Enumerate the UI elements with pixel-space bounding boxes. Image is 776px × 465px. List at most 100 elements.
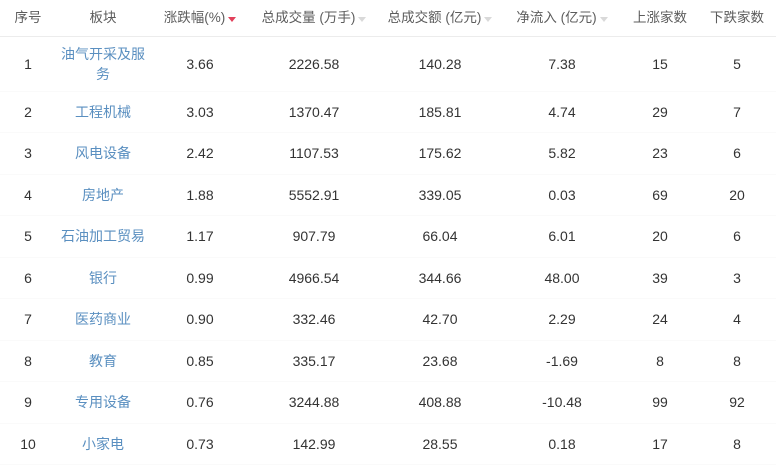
cell-net-inflow: 0.03 [502, 174, 622, 216]
column-header-sector: 板块 [56, 0, 150, 37]
cell-net-inflow: 2.29 [502, 298, 622, 341]
cell-total-volume: 5552.91 [250, 174, 378, 216]
cell-sector[interactable]: 油气开采及服务 [56, 36, 150, 92]
cell-net-inflow: 0.18 [502, 423, 622, 465]
column-header-index: 序号 [0, 0, 56, 37]
table-row[interactable]: 7 医药商业 0.90 332.46 42.70 2.29 24 4 [0, 298, 776, 341]
column-header-inner-down: 下跌家数 [710, 11, 764, 25]
sector-link[interactable]: 风电设备 [75, 145, 131, 162]
cell-total-volume: 1370.47 [250, 91, 378, 133]
column-header-inner-sector: 板块 [90, 11, 117, 25]
cell-change-percent: 1.88 [150, 174, 250, 216]
table-row[interactable]: 9 专用设备 0.76 3244.88 408.88 -10.48 99 92 [0, 381, 776, 424]
cell-change-percent: 0.85 [150, 340, 250, 382]
sort-desc-icon-change[interactable] [228, 16, 237, 22]
cell-total-amount: 339.05 [378, 174, 502, 216]
cell-net-inflow: 6.01 [502, 215, 622, 258]
table-row[interactable]: 10 小家电 0.73 142.99 28.55 0.18 17 8 [0, 423, 776, 465]
cell-total-amount: 408.88 [378, 381, 502, 424]
sort-desc-icon-netflow[interactable] [599, 16, 608, 22]
cell-change-percent: 0.73 [150, 423, 250, 465]
column-header-amount[interactable]: 总成交额 (亿元) [378, 0, 502, 37]
cell-total-volume: 2226.58 [250, 36, 378, 92]
cell-index: 10 [0, 423, 56, 465]
cell-total-amount: 185.81 [378, 91, 502, 133]
sector-link[interactable]: 小家电 [82, 435, 124, 452]
cell-down-count: 6 [698, 215, 776, 258]
cell-sector[interactable]: 医药商业 [56, 298, 150, 341]
cell-total-volume: 4966.54 [250, 257, 378, 299]
cell-sector[interactable]: 石油加工贸易 [56, 215, 150, 258]
column-header-label-index: 序号 [14, 10, 42, 26]
column-header-inner-index: 序号 [15, 11, 42, 25]
sector-link[interactable]: 教育 [89, 352, 117, 369]
table-row[interactable]: 4 房地产 1.88 5552.91 339.05 0.03 69 20 [0, 174, 776, 216]
cell-up-count: 69 [622, 174, 698, 216]
cell-sector[interactable]: 风电设备 [56, 132, 150, 175]
cell-change-percent: 0.90 [150, 298, 250, 341]
table-row[interactable]: 5 石油加工贸易 1.17 907.79 66.04 6.01 20 6 [0, 215, 776, 258]
cell-change-percent: 3.03 [150, 91, 250, 133]
table-row[interactable]: 6 银行 0.99 4966.54 344.66 48.00 39 3 [0, 257, 776, 299]
cell-sector[interactable]: 工程机械 [56, 91, 150, 133]
sector-link[interactable]: 医药商业 [75, 311, 131, 328]
column-header-change[interactable]: 涨跌幅(%) [150, 0, 250, 37]
sector-link[interactable]: 银行 [89, 269, 117, 286]
cell-net-inflow: 7.38 [502, 36, 622, 92]
cell-index: 5 [0, 215, 56, 258]
table-row[interactable]: 8 教育 0.85 335.17 23.68 -1.69 8 8 [0, 340, 776, 382]
cell-total-volume: 3244.88 [250, 381, 378, 424]
cell-total-volume: 907.79 [250, 215, 378, 258]
column-header-label-netflow: 净流入 (亿元) [516, 10, 597, 26]
cell-sector[interactable]: 银行 [56, 257, 150, 299]
table-header-row: 序号 板块 涨跌幅(%) 总成交量 (万手) 总成交额 (亿元) 净流入 (亿元) 上涨家数… [0, 0, 776, 37]
cell-net-inflow: 5.82 [502, 132, 622, 175]
cell-change-percent: 2.42 [150, 132, 250, 175]
cell-total-amount: 23.68 [378, 340, 502, 382]
column-header-label-volume: 总成交量 (万手) [261, 10, 356, 26]
column-header-netflow[interactable]: 净流入 (亿元) [502, 0, 622, 37]
cell-up-count: 15 [622, 36, 698, 92]
sort-desc-icon-amount[interactable] [484, 16, 493, 22]
column-header-inner-up: 上涨家数 [633, 11, 687, 25]
column-header-label-sector: 板块 [89, 10, 117, 26]
cell-down-count: 5 [698, 36, 776, 92]
cell-total-amount: 42.70 [378, 298, 502, 341]
cell-down-count: 92 [698, 381, 776, 424]
cell-down-count: 8 [698, 423, 776, 465]
cell-net-inflow: 48.00 [502, 257, 622, 299]
table-row[interactable]: 3 风电设备 2.42 1107.53 175.62 5.82 23 6 [0, 132, 776, 175]
cell-up-count: 17 [622, 423, 698, 465]
column-header-volume[interactable]: 总成交量 (万手) [250, 0, 378, 37]
cell-down-count: 3 [698, 257, 776, 299]
cell-sector[interactable]: 小家电 [56, 423, 150, 465]
sector-link[interactable]: 石油加工贸易 [61, 228, 145, 245]
sort-desc-icon-volume[interactable] [358, 16, 367, 22]
cell-total-volume: 335.17 [250, 340, 378, 382]
cell-sector[interactable]: 教育 [56, 340, 150, 382]
cell-up-count: 20 [622, 215, 698, 258]
table-row[interactable]: 2 工程机械 3.03 1370.47 185.81 4.74 29 7 [0, 91, 776, 133]
cell-total-amount: 344.66 [378, 257, 502, 299]
cell-index: 1 [0, 36, 56, 92]
sector-link[interactable]: 房地产 [82, 186, 124, 203]
column-header-inner-netflow: 净流入 (亿元) [516, 10, 608, 26]
column-header-label-change: 涨跌幅(%) [163, 10, 226, 26]
cell-total-amount: 28.55 [378, 423, 502, 465]
column-header-label-up: 上涨家数 [633, 10, 687, 26]
cell-net-inflow: -10.48 [502, 381, 622, 424]
cell-total-amount: 140.28 [378, 36, 502, 92]
cell-index: 3 [0, 132, 56, 175]
column-header-label-amount: 总成交额 (亿元) [387, 10, 482, 26]
cell-change-percent: 0.99 [150, 257, 250, 299]
cell-sector[interactable]: 房地产 [56, 174, 150, 216]
cell-sector[interactable]: 专用设备 [56, 381, 150, 424]
sector-link[interactable]: 油气开采及服务 [61, 45, 145, 82]
table-header: 序号 板块 涨跌幅(%) 总成交量 (万手) 总成交额 (亿元) 净流入 (亿元) 上涨家数… [0, 0, 776, 37]
cell-total-amount: 66.04 [378, 215, 502, 258]
sector-link[interactable]: 专用设备 [75, 394, 131, 411]
table-row[interactable]: 1 油气开采及服务 3.66 2226.58 140.28 7.38 15 5 [0, 36, 776, 92]
cell-total-amount: 175.62 [378, 132, 502, 175]
sector-link[interactable]: 工程机械 [75, 103, 131, 120]
